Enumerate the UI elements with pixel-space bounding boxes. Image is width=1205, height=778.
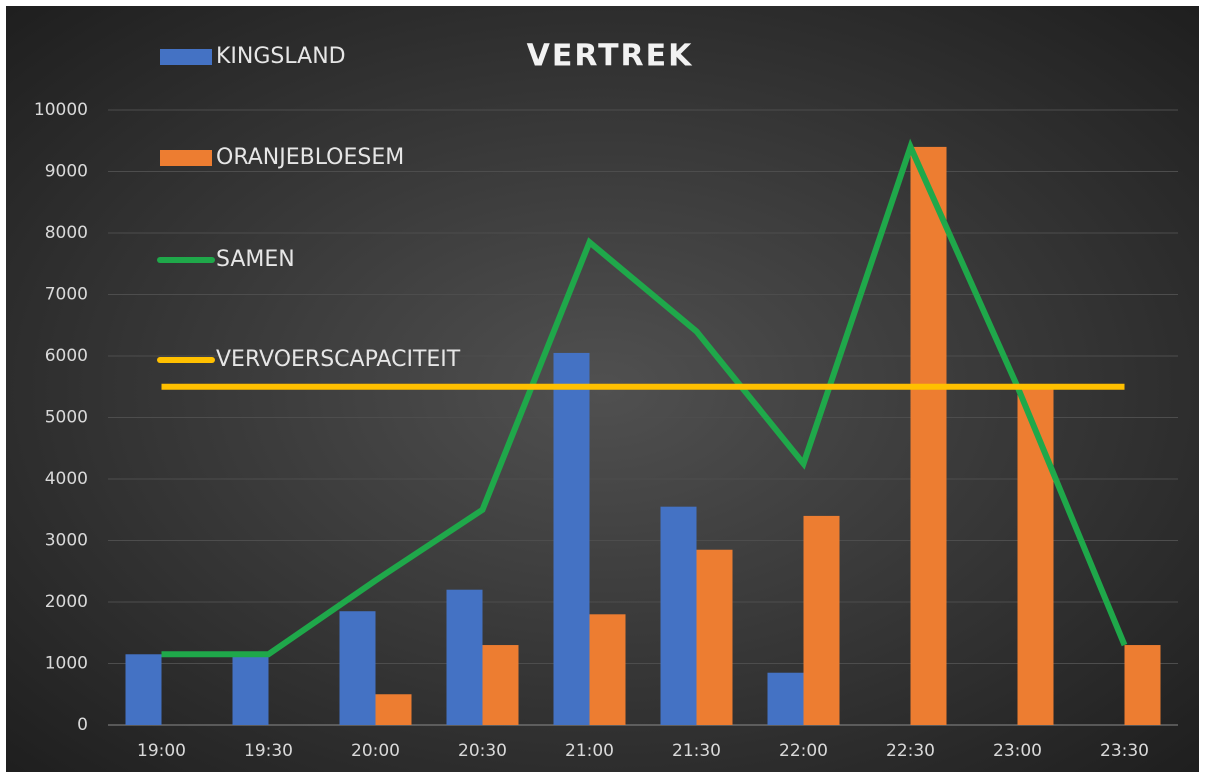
bar [232, 654, 269, 725]
y-tick-label: 3000 [45, 531, 88, 551]
y-tick-label: 9000 [45, 162, 88, 182]
bar [375, 694, 412, 725]
legend-label: ORANJEBLOESEM [216, 145, 404, 170]
bar [696, 549, 733, 725]
x-tick-label: 21:00 [565, 741, 614, 761]
x-tick-label: 22:00 [779, 741, 828, 761]
bar [767, 672, 804, 725]
bar [803, 515, 840, 725]
y-tick-label: 2000 [45, 592, 88, 612]
y-tick-label: 8000 [45, 223, 88, 243]
bar [910, 146, 947, 725]
bar [1017, 386, 1054, 725]
x-tick-label: 22:30 [886, 741, 935, 761]
y-tick-label: 10000 [34, 100, 88, 120]
y-tick-label: 6000 [45, 346, 88, 366]
bar [482, 645, 519, 725]
chart-title: VERTREK [527, 39, 694, 74]
legend-swatch [160, 150, 212, 166]
line [161, 138, 1128, 658]
bar [589, 614, 626, 725]
x-tick-label: 20:00 [351, 741, 400, 761]
x-tick-label: 19:30 [244, 741, 293, 761]
bar [339, 611, 376, 725]
legend-swatch [160, 49, 212, 65]
x-tick-label: 19:00 [137, 741, 186, 761]
legend-label: VERVOERSCAPACITEIT [216, 347, 461, 372]
y-tick-label: 4000 [45, 469, 88, 489]
x-tick-label: 20:30 [458, 741, 507, 761]
x-tick-label: 23:00 [993, 741, 1042, 761]
y-tick-label: 7000 [45, 285, 88, 305]
bar [553, 352, 590, 725]
y-tick-label: 0 [77, 715, 88, 735]
bar [125, 654, 162, 725]
legend-label: SAMEN [216, 247, 295, 272]
bar [1124, 645, 1161, 725]
y-tick-label: 5000 [45, 408, 88, 428]
x-tick-label: 21:30 [672, 741, 721, 761]
bar [446, 589, 483, 725]
x-tick-label: 23:30 [1100, 741, 1149, 761]
bar [660, 506, 697, 725]
y-tick-label: 1000 [45, 654, 88, 674]
legend-label: KINGSLAND [216, 44, 346, 69]
